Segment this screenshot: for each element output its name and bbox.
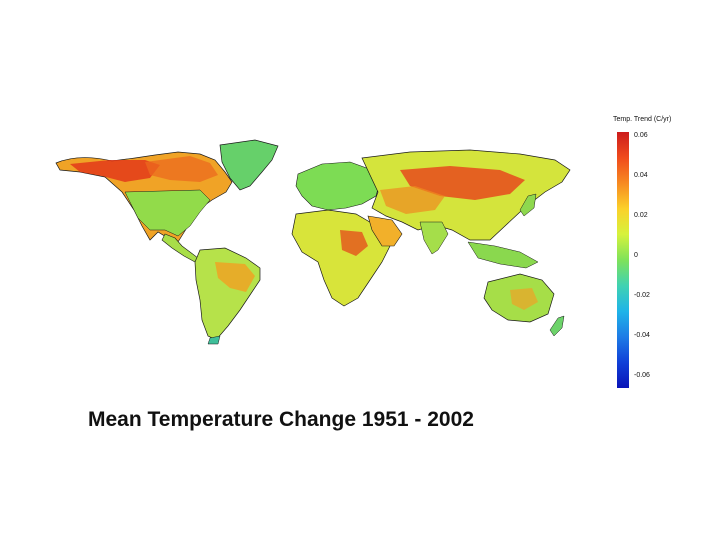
japan (519, 193, 537, 217)
new-zealand (549, 315, 565, 337)
legend-tick-3: 0 (634, 252, 638, 259)
greenland (219, 139, 279, 191)
central-asia-warm-zone (380, 186, 445, 214)
legend-tick-2: 0.02 (634, 212, 648, 219)
legend-tick-4: -0.02 (634, 292, 650, 299)
legend-colorbar (617, 132, 629, 388)
india (419, 221, 449, 255)
europe (295, 161, 381, 211)
amazon-warm-zone (215, 262, 255, 292)
legend-tick-1: 0.04 (634, 172, 648, 179)
color-legend: Temp. Trend (C/yr) 0.06 0.04 0.02 0 -0.0… (612, 116, 712, 388)
canada-warm-zone (145, 156, 218, 182)
legend-title: Temp. Trend (C/yr) (613, 116, 672, 123)
sahel-warm-zone (340, 230, 368, 256)
legend-tick-0: 0.06 (634, 132, 648, 139)
southern-tip (207, 335, 221, 345)
map-caption: Mean Temperature Change 1951 - 2002 (88, 408, 474, 431)
arabia (367, 215, 403, 247)
usa-region (124, 189, 211, 237)
alaska-warm-zone (70, 160, 160, 182)
world-temperature-map (55, 139, 571, 345)
africa (291, 209, 391, 307)
australia-warm-zone (510, 288, 538, 310)
legend-tick-6: -0.06 (634, 372, 650, 379)
legend-tick-5: -0.04 (634, 332, 650, 339)
southeast-asia (467, 241, 539, 269)
